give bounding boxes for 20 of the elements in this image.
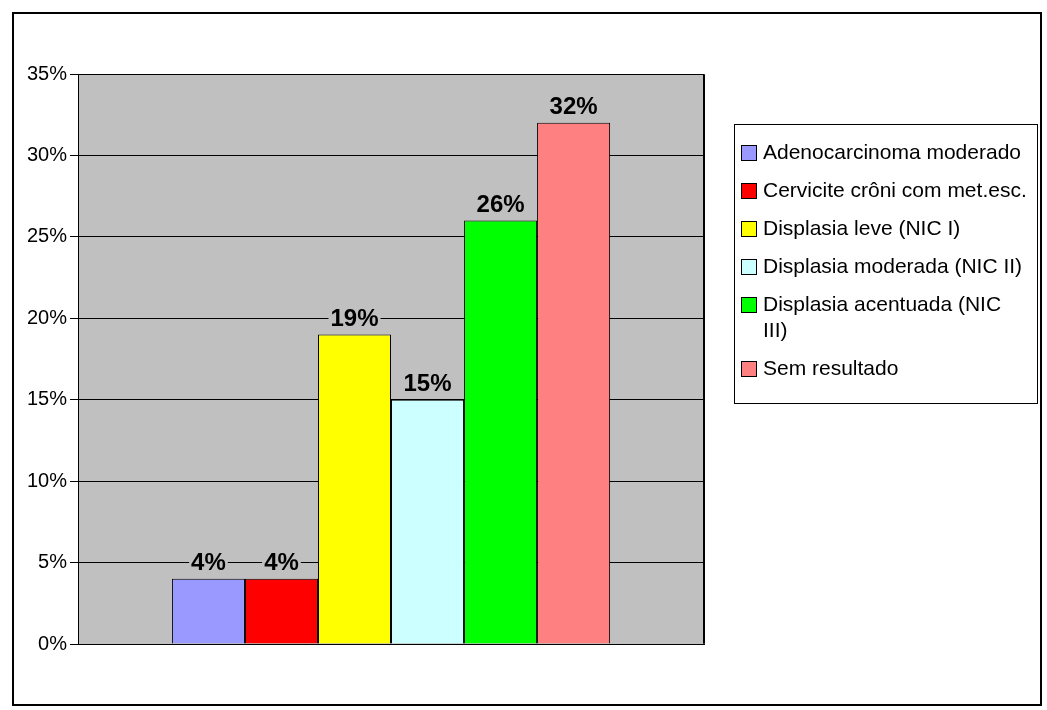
text: 15% <box>403 369 452 397</box>
y-tick-label: 25% <box>27 224 68 247</box>
text: 4% <box>191 548 226 576</box>
legend-label: Cervicite crôni com met.esc. <box>763 177 1027 203</box>
legend-label: Displasia acentuada (NIC III) <box>763 291 1003 343</box>
legend-label: Adenocarcinoma moderado <box>763 139 1021 165</box>
y-tick-label: 10% <box>27 468 68 491</box>
legend-label: Displasia moderada (NIC II) <box>763 253 1023 279</box>
y-tick-label: 0% <box>38 631 68 654</box>
legend-label: Displasia leve (NIC I) <box>763 215 961 241</box>
y-tick-label: 5% <box>38 550 68 573</box>
y-tick-label: 35% <box>27 61 68 84</box>
legend-label: Sem resultado <box>763 355 899 381</box>
text: 19% <box>330 304 379 332</box>
text: 4% <box>264 548 299 576</box>
y-tick-label: 20% <box>27 305 68 328</box>
y-tick-label: 30% <box>27 142 68 165</box>
text: 32% <box>549 92 598 120</box>
y-tick-label: 15% <box>27 387 68 410</box>
text: 26% <box>476 190 525 218</box>
